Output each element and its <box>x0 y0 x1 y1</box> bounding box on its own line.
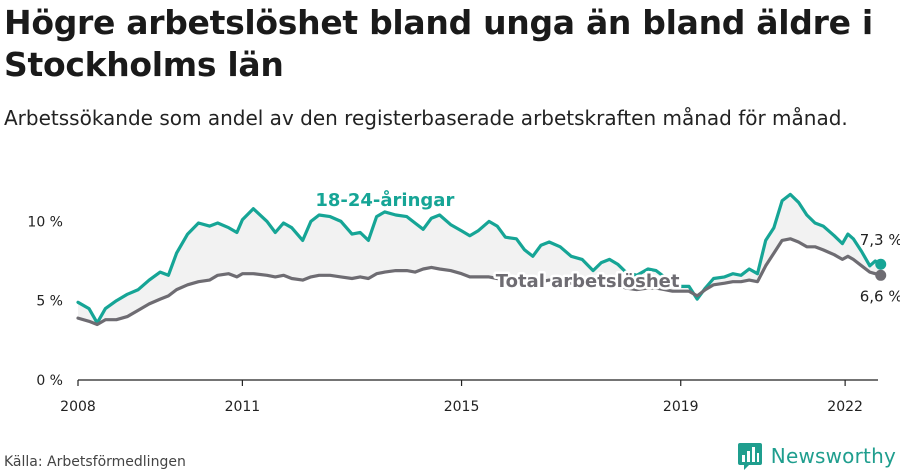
source-note: Källa: Arbetsförmedlingen <box>4 454 186 470</box>
y-tick-label: 0 % <box>36 373 63 389</box>
series-end-label: 7,3 % <box>860 231 900 249</box>
series-lines <box>76 192 887 327</box>
series-end-marker <box>875 269 887 281</box>
gap-area <box>78 194 881 325</box>
series-name-label: Total arbetslöshet <box>496 271 680 292</box>
bar-chart-logo-icon <box>737 443 762 470</box>
y-tick-label: 10 % <box>27 214 63 230</box>
x-tick-label: 2008 <box>60 399 96 415</box>
series-line <box>76 192 883 325</box>
y-tick-label: 5 % <box>36 294 63 310</box>
brand-name: Newsworthy <box>770 444 896 468</box>
series-end-label: 6,6 % <box>860 287 900 305</box>
x-tick-label: 2011 <box>225 399 261 415</box>
series-labels: 7,3 % 6,6 % 18-24-åringar Total arbetslöshe… <box>313 186 900 305</box>
chart-title: Högre arbetslöshet bland unga än bland ä… <box>4 3 873 84</box>
series-name-label: 18-24-åringar <box>315 189 454 211</box>
gap-area-layer <box>78 194 881 325</box>
x-tick-label: 2015 <box>444 399 480 415</box>
series-end-marker <box>875 258 887 270</box>
x-tick-label: 2022 <box>827 399 863 415</box>
chart-subtitle: Arbetssökande som andel av den registerb… <box>4 106 848 130</box>
brand-logo[interactable]: Newsworthy <box>737 441 896 471</box>
axes: 2008 2011 2015 2019 2022 0 % 5 % 10 % <box>27 214 878 415</box>
series-line <box>76 237 883 327</box>
x-tick-label: 2019 <box>663 399 699 415</box>
